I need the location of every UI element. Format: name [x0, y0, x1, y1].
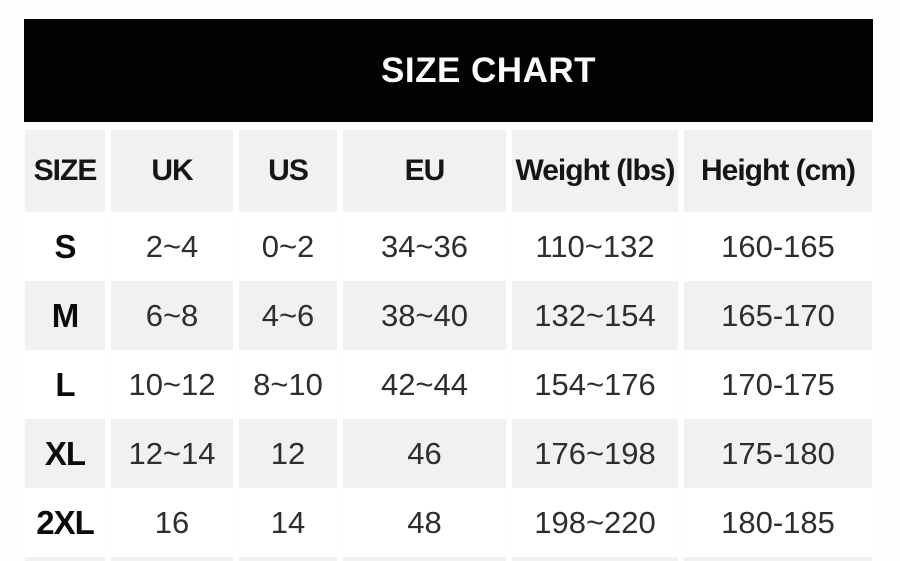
cell-height: 175-180 [684, 419, 872, 488]
cell-eu: 46 [343, 419, 506, 488]
cell-empty [111, 557, 233, 561]
col-header-height: Height (cm) [684, 130, 872, 212]
table-row-l: L 10~12 8~10 42~44 154~176 170-175 [25, 350, 872, 419]
col-header-uk: UK [111, 130, 233, 212]
cell-uk: 10~12 [111, 350, 233, 419]
cell-empty [684, 557, 872, 561]
size-label: S [25, 212, 105, 281]
size-chart-table: SIZE UK US EU Weight (lbs) Height (cm) S… [19, 130, 878, 561]
size-label: L [25, 350, 105, 419]
table-row-2xl: 2XL 16 14 48 198~220 180-185 [25, 488, 872, 557]
size-label: 2XL [25, 488, 105, 557]
banner-title: SIZE CHART [381, 50, 596, 90]
col-header-eu: EU [343, 130, 506, 212]
table-row-partial-clipped [25, 557, 872, 561]
cell-us: 0~2 [239, 212, 337, 281]
cell-empty [239, 557, 337, 561]
cell-uk: 16 [111, 488, 233, 557]
cell-uk: 12~14 [111, 419, 233, 488]
cell-weight: 154~176 [512, 350, 678, 419]
cell-us: 14 [239, 488, 337, 557]
cell-us: 12 [239, 419, 337, 488]
cell-eu: 34~36 [343, 212, 506, 281]
table-row-xl: XL 12~14 12 46 176~198 175-180 [25, 419, 872, 488]
cell-height: 170-175 [684, 350, 872, 419]
cell-weight: 198~220 [512, 488, 678, 557]
cell-height: 180-185 [684, 488, 872, 557]
cell-us: 4~6 [239, 281, 337, 350]
cell-uk: 2~4 [111, 212, 233, 281]
cell-height: 160-165 [684, 212, 872, 281]
cell-empty [343, 557, 506, 561]
size-chart-banner: SIZE CHART [24, 19, 873, 122]
size-label: XL [25, 419, 105, 488]
cell-eu: 42~44 [343, 350, 506, 419]
size-label: M [25, 281, 105, 350]
table-row-s: S 2~4 0~2 34~36 110~132 160-165 [25, 212, 872, 281]
cell-height: 165-170 [684, 281, 872, 350]
cell-weight: 132~154 [512, 281, 678, 350]
col-header-us: US [239, 130, 337, 212]
col-header-weight: Weight (lbs) [512, 130, 678, 212]
table-row-m: M 6~8 4~6 38~40 132~154 165-170 [25, 281, 872, 350]
header-row: SIZE UK US EU Weight (lbs) Height (cm) [25, 130, 872, 212]
cell-eu: 48 [343, 488, 506, 557]
cell-weight: 176~198 [512, 419, 678, 488]
cell-empty [512, 557, 678, 561]
cell-us: 8~10 [239, 350, 337, 419]
col-header-size: SIZE [25, 130, 105, 212]
size-label-empty [25, 557, 105, 561]
cell-uk: 6~8 [111, 281, 233, 350]
cell-eu: 38~40 [343, 281, 506, 350]
cell-weight: 110~132 [512, 212, 678, 281]
